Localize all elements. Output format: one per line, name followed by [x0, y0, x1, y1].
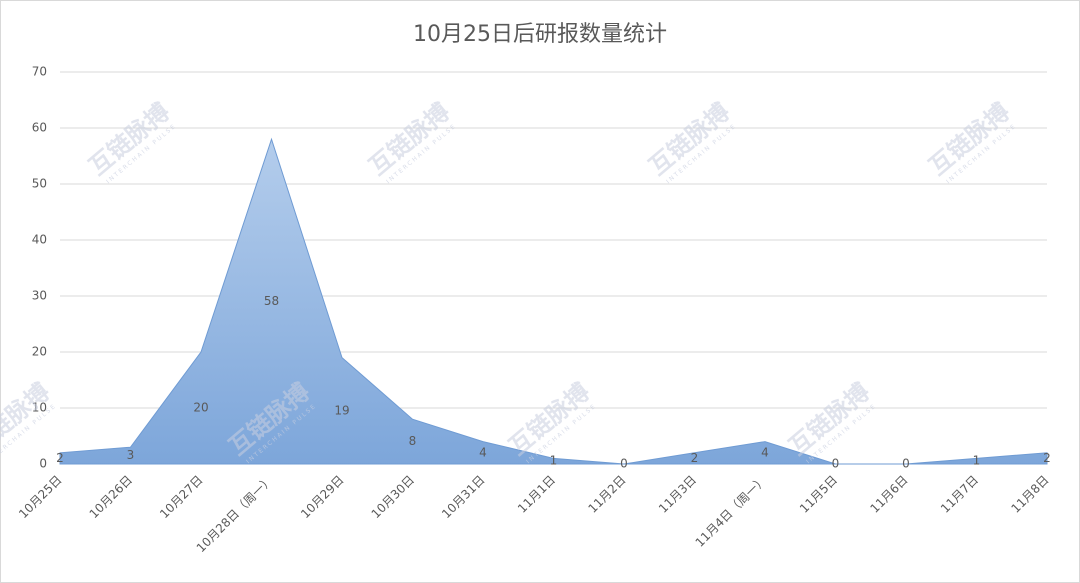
data-label: 2 — [56, 451, 64, 465]
data-label: 0 — [620, 457, 628, 471]
data-label: 19 — [334, 403, 349, 417]
data-label: 8 — [409, 434, 417, 448]
data-label: 4 — [479, 445, 487, 459]
chart-title: 10月25日后研报数量统计 — [413, 22, 667, 47]
y-tick-label: 70 — [32, 65, 47, 79]
data-label: 58 — [264, 294, 279, 308]
y-tick-label: 50 — [32, 177, 47, 191]
data-label: 3 — [127, 448, 135, 462]
area-group — [59, 137, 1048, 465]
data-label: 2 — [1043, 451, 1051, 465]
y-tick-label: 30 — [32, 289, 47, 303]
y-tick-label: 60 — [32, 121, 47, 135]
y-tick-label: 20 — [32, 345, 47, 359]
y-tick-label: 10 — [32, 401, 47, 415]
data-label: 0 — [902, 457, 910, 471]
data-label: 1 — [973, 454, 981, 468]
data-label: 1 — [550, 454, 558, 468]
data-label: 4 — [761, 445, 769, 459]
y-tick-label: 0 — [39, 457, 47, 471]
data-label: 20 — [193, 401, 208, 415]
data-label: 2 — [691, 451, 699, 465]
area — [59, 137, 1048, 465]
y-tick-label: 40 — [32, 233, 47, 247]
data-label: 0 — [832, 457, 840, 471]
